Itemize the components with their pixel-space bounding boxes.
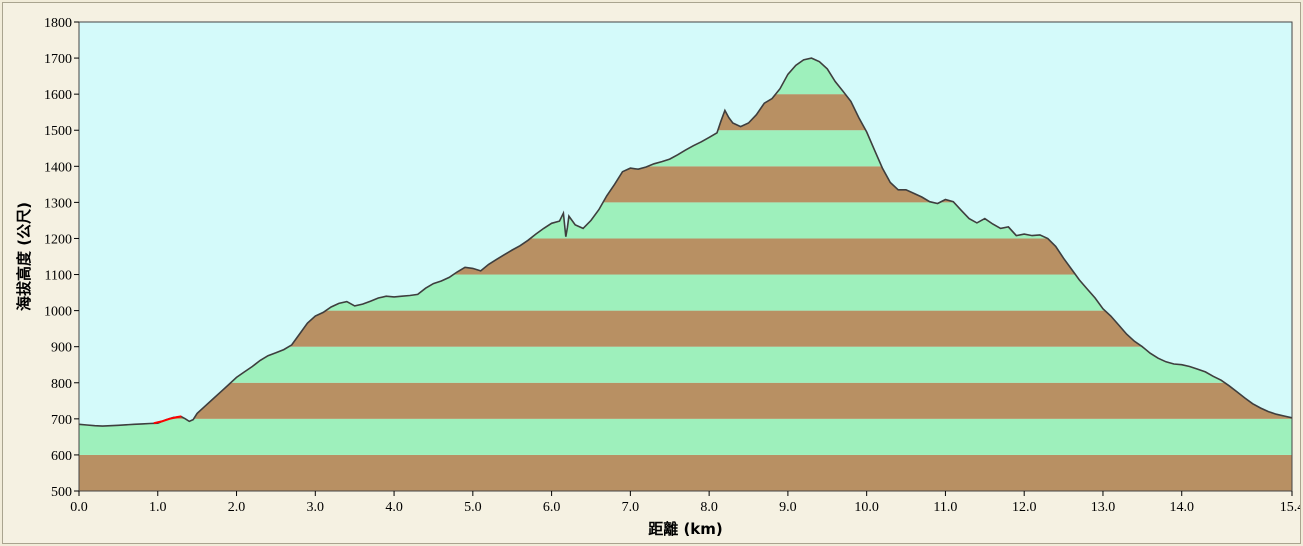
y-tick-label: 1800 (44, 16, 72, 31)
elevation-profile-line (78, 57, 1293, 427)
plot-border (78, 21, 1293, 492)
x-tick-label: 4.0 (385, 500, 403, 515)
x-tick-label: 12.0 (1012, 500, 1037, 515)
y-tick-label: 1600 (44, 88, 72, 103)
y-tick-label: 600 (51, 449, 72, 464)
elevation-band (79, 346, 1292, 383)
y-tick-label: 1700 (44, 52, 72, 67)
x-tick-label: 13.0 (1091, 500, 1116, 515)
elevation-band (79, 418, 1292, 455)
y-tick-label: 1100 (45, 269, 72, 284)
x-tick-label: 5.0 (464, 500, 482, 515)
x-axis-title: 距離 (km) (648, 520, 723, 538)
y-tick-label: 1500 (44, 124, 72, 139)
y-axis: 500 600 700 800 900 1000 1100 1200 1300 1400 1500 1… (44, 16, 79, 500)
y-tick-label: 1000 (44, 305, 72, 320)
x-tick-label: 11.0 (933, 500, 957, 515)
x-axis: 0.0 1.0 2.0 3.0 4.0 5.0 6.0 7.0 8.0 9.0 10.0 11.0 12… (70, 491, 1300, 515)
x-tick-label: 8.0 (700, 500, 718, 515)
y-tick-label: 900 (51, 341, 72, 356)
highlight-segment (153, 415, 182, 425)
y-tick-label: 1400 (44, 160, 72, 175)
x-tick-label: 15.4 (1280, 500, 1300, 515)
y-axis-title: 海拔高度 (公尺) (15, 202, 33, 311)
y-tick-label: 700 (51, 413, 72, 428)
x-tick-label: 6.0 (543, 500, 561, 515)
elevation-band (79, 382, 1292, 419)
y-tick-label: 1200 (44, 232, 72, 247)
elevation-band (79, 454, 1292, 491)
y-tick-label: 800 (51, 377, 72, 392)
x-tick-label: 9.0 (779, 500, 797, 515)
x-tick-label: 14.0 (1169, 500, 1194, 515)
y-tick-label: 1300 (44, 196, 72, 211)
x-tick-label: 7.0 (622, 500, 640, 515)
elevation-profile-chart: 0.0 1.0 2.0 3.0 4.0 5.0 6.0 7.0 8.0 9.0 10.0 11.0 12… (15, 16, 1300, 538)
x-tick-label: 1.0 (149, 500, 167, 515)
x-tick-label: 10.0 (854, 500, 879, 515)
x-tick-label: 2.0 (228, 500, 246, 515)
y-tick-label: 500 (51, 485, 72, 500)
x-tick-label: 0.0 (70, 500, 88, 515)
x-tick-label: 3.0 (307, 500, 325, 515)
